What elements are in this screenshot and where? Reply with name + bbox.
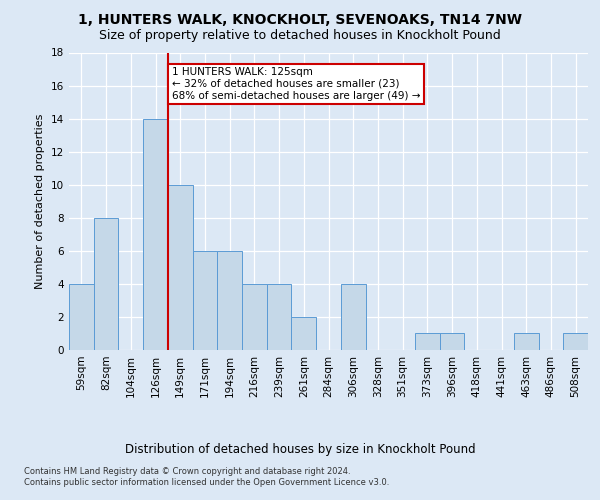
Bar <box>341 284 365 350</box>
Bar <box>292 317 316 350</box>
Bar <box>415 334 440 350</box>
Bar <box>217 251 242 350</box>
Bar <box>143 118 168 350</box>
Text: 1 HUNTERS WALK: 125sqm
← 32% of detached houses are smaller (23)
68% of semi-det: 1 HUNTERS WALK: 125sqm ← 32% of detached… <box>172 68 420 100</box>
Text: 1, HUNTERS WALK, KNOCKHOLT, SEVENOAKS, TN14 7NW: 1, HUNTERS WALK, KNOCKHOLT, SEVENOAKS, T… <box>78 12 522 26</box>
Text: Size of property relative to detached houses in Knockholt Pound: Size of property relative to detached ho… <box>99 29 501 42</box>
Bar <box>514 334 539 350</box>
Bar <box>94 218 118 350</box>
Y-axis label: Number of detached properties: Number of detached properties <box>35 114 46 289</box>
Text: Distribution of detached houses by size in Knockholt Pound: Distribution of detached houses by size … <box>125 442 475 456</box>
Text: Contains HM Land Registry data © Crown copyright and database right 2024.
Contai: Contains HM Land Registry data © Crown c… <box>24 468 389 487</box>
Bar <box>168 184 193 350</box>
Bar <box>69 284 94 350</box>
Bar <box>563 334 588 350</box>
Bar <box>267 284 292 350</box>
Bar <box>193 251 217 350</box>
Bar <box>242 284 267 350</box>
Bar <box>440 334 464 350</box>
